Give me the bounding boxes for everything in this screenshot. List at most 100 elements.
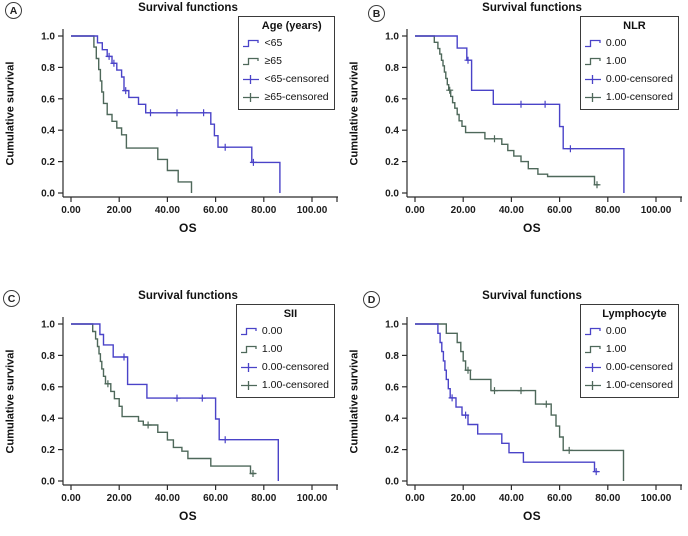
y-tick-label: 0.8 — [385, 63, 399, 74]
y-axis-label: Cumulative survival — [4, 61, 17, 166]
y-tick-label: 1.0 — [385, 32, 399, 43]
legend-entry-label: 0.00-censored — [605, 73, 673, 85]
panel-a: A 0.00 20.00 40.00 60.00 80.00 100.00 0.0 0.2 0.… — [0, 0, 344, 268]
legend-entry: 0.00 — [584, 322, 673, 340]
chart-title: Survival functions — [138, 2, 238, 14]
legend-entry-label: 0.00 — [605, 37, 627, 49]
y-tick-label: 0.2 — [385, 157, 399, 168]
censor-mark — [517, 100, 525, 108]
legend-entry-label: 1.00 — [261, 343, 283, 355]
x-tick-label: 80.00 — [251, 493, 276, 504]
step-line-icon — [584, 345, 601, 354]
y-tick-label: 0.8 — [41, 63, 55, 74]
legend-title: SII — [283, 308, 298, 320]
chart-title: Survival functions — [482, 2, 582, 14]
legend-entry: 1.00-censored — [584, 88, 673, 106]
legend-entry-label: 0.00 — [605, 325, 627, 337]
y-tick-label: 0.0 — [41, 189, 55, 200]
censor-mark — [173, 394, 181, 402]
km-curve — [71, 323, 256, 475]
legend-entry: 1.00 — [584, 52, 673, 70]
x-tick-label: 40.00 — [499, 205, 524, 216]
x-tick-label: 80.00 — [595, 493, 620, 504]
censor-mark — [448, 394, 456, 402]
km-curve — [415, 323, 599, 473]
y-tick-label: 0.6 — [41, 94, 55, 105]
censor-plus-icon — [240, 363, 257, 372]
y-tick-label: 0.0 — [41, 477, 55, 488]
censor-mark — [122, 87, 130, 95]
censor-mark — [592, 468, 600, 476]
legend: SII 0.00 1.00 0.00-censored 1.00-censored — [235, 304, 335, 398]
legend-entry: <65 — [242, 34, 329, 52]
censor-plus-icon — [240, 381, 257, 390]
legend-entry: 0.00 — [584, 34, 673, 52]
censor-mark — [104, 380, 112, 388]
panel-d: D 0.00 20.00 40.00 60.00 80.00 100.00 0.0 0.2 0.… — [344, 268, 688, 536]
km-curve — [415, 35, 625, 193]
censor-mark — [542, 400, 550, 408]
y-tick-label: 0.4 — [385, 126, 399, 137]
x-tick-label: 40.00 — [499, 493, 524, 504]
y-tick-label: 0.2 — [385, 445, 399, 456]
censor-plus-icon — [584, 381, 601, 390]
panel-b: B 0.00 20.00 40.00 60.00 80.00 100.00 0.0 0.2 0.… — [344, 0, 688, 268]
censor-mark — [566, 145, 574, 153]
y-tick-label: 0.4 — [41, 414, 55, 425]
legend-entry-label: 0.00-censored — [261, 361, 329, 373]
censor-mark — [249, 158, 257, 166]
censor-plus-icon — [584, 75, 601, 84]
y-axis-label: Cumulative survival — [348, 61, 361, 166]
y-tick-label: 0.4 — [41, 126, 55, 137]
panel-b-inner: 0.00 20.00 40.00 60.00 80.00 100.00 0.0 0.2 0.4 0… — [344, 0, 688, 248]
legend-entry: 1.00 — [240, 340, 329, 358]
panel-c: C 0.00 20.00 40.00 60.00 80.00 100.00 0.0 0.2 0.… — [0, 268, 344, 536]
censor-mark — [565, 446, 573, 454]
censor-mark — [446, 86, 454, 94]
censor-mark — [221, 436, 229, 444]
chart-title: Survival functions — [138, 290, 238, 302]
step-line-icon — [584, 39, 601, 48]
censor-mark — [105, 52, 113, 60]
legend-entry: 0.00-censored — [584, 70, 673, 88]
y-tick-label: 1.0 — [385, 320, 399, 331]
x-tick-label: 0.00 — [405, 205, 425, 216]
legend-title: Lymphocyte — [602, 308, 667, 320]
step-line-icon — [240, 327, 257, 336]
legend-entries: <65 ≥65 <65-censored ≥65-censored — [242, 34, 329, 106]
legend: NLR 0.00 1.00 0.00-censored 1.00-censored — [579, 16, 679, 110]
step-line-icon — [584, 57, 601, 66]
y-tick-label: 0.8 — [41, 351, 55, 362]
step-line-icon — [584, 327, 601, 336]
censor-mark — [147, 109, 154, 117]
x-axis-label: OS — [523, 221, 541, 235]
legend-entry: 1.00-censored — [240, 376, 329, 394]
panel-a-letter-badge: A — [5, 2, 22, 19]
y-axis-label: Cumulative survival — [4, 349, 17, 454]
km-curve — [415, 35, 600, 186]
y-tick-label: 0.6 — [41, 382, 55, 393]
x-tick-label: 60.00 — [547, 493, 572, 504]
censor-mark — [249, 470, 257, 477]
legend-entry-label: ≥65 — [264, 55, 282, 67]
censor-mark — [173, 109, 181, 117]
censor-mark — [541, 100, 549, 108]
km-curve — [415, 323, 625, 481]
legend-entries: 0.00 1.00 0.00-censored 1.00-censored — [584, 34, 673, 106]
legend-entry-label: 0.00-censored — [605, 361, 673, 373]
legend-entry-label: ≥65-censored — [264, 91, 329, 103]
censor-mark — [144, 421, 152, 429]
x-tick-label: 0.00 — [61, 205, 81, 216]
legend-entry-label: 1.00-censored — [605, 91, 673, 103]
x-tick-label: 20.00 — [107, 205, 132, 216]
step-line-icon — [240, 345, 257, 354]
chart-title: Survival functions — [482, 290, 582, 302]
legend-entry: 1.00 — [584, 340, 673, 358]
censor-plus-icon — [584, 363, 601, 372]
x-tick-label: 40.00 — [155, 205, 180, 216]
panel-d-letter-badge: D — [363, 291, 380, 308]
legend-entry: 0.00-censored — [240, 358, 329, 376]
km-plot-c: 0.00 20.00 40.00 60.00 80.00 100.00 0.0 0.2 0.4 0… — [41, 317, 338, 504]
x-tick-label: 80.00 — [251, 205, 276, 216]
censor-mark — [593, 181, 601, 189]
